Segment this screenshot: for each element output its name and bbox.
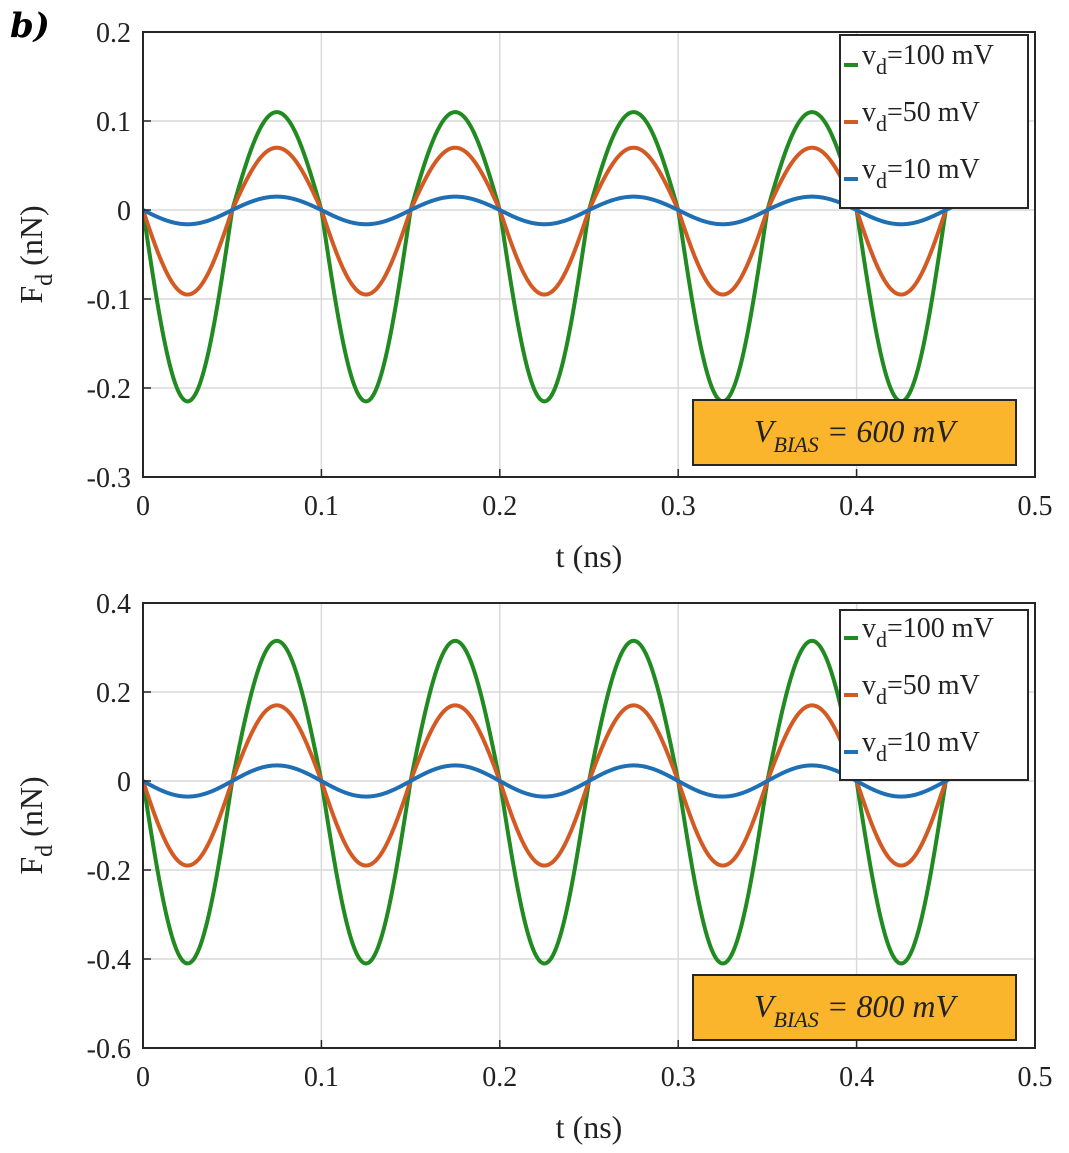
- y-tick-label: -0.1: [87, 285, 131, 316]
- x-tick-label: 0.3: [661, 491, 696, 522]
- bias-annotation-box: [692, 399, 1017, 466]
- x-axis-label: t (ns): [556, 1109, 623, 1145]
- x-tick-label: 0: [136, 1062, 150, 1093]
- x-tick-label: 0.1: [304, 491, 339, 522]
- bias-annotation-text: VBIAS = 800 mV: [754, 988, 958, 1032]
- legend-entry-2: vd=10 mV: [862, 154, 980, 193]
- legend-entry-0: vd=100 mV: [862, 40, 994, 79]
- y-axis-label: Fd (nN): [13, 205, 58, 303]
- x-tick-label: 0.3: [661, 1062, 696, 1093]
- axes-frame: [142, 602, 1036, 1049]
- y-tick-label: -0.2: [87, 856, 131, 887]
- y-tick-label: 0: [117, 196, 131, 227]
- chart-bottom: 0 0.1 0.2 0.3 0.4 0.5 -0.6 -0.4 -0.2 0 0.2 0.4 t (ns…: [13, 589, 1053, 1145]
- x-axis-label: t (ns): [556, 538, 623, 574]
- y-tick-label: -0.3: [87, 463, 131, 494]
- y-tick-label: -0.2: [87, 374, 131, 405]
- x-tick-label: 0.5: [1018, 1062, 1053, 1093]
- panel-label: b): [10, 6, 50, 46]
- legend-box: [839, 609, 1029, 781]
- x-tick-label: 0.4: [839, 1062, 874, 1093]
- series-line-0: [143, 638, 957, 966]
- y-tick-label: 0.2: [96, 18, 131, 49]
- y-tick-label: 0: [117, 767, 131, 798]
- legend-entry-1: vd=50 mV: [862, 670, 980, 709]
- y-tick-label: 0.1: [96, 107, 131, 138]
- y-tick-label: 0.2: [96, 678, 131, 709]
- y-tick-label: -0.4: [87, 945, 131, 976]
- series-line-2: [143, 194, 956, 227]
- x-tick-label: 0: [136, 491, 150, 522]
- legend-entry-1: vd=50 mV: [862, 97, 980, 136]
- x-tick-label: 0.4: [839, 491, 874, 522]
- series-line-2: [143, 763, 956, 799]
- y-tick-label: -0.6: [87, 1034, 131, 1065]
- series-line-1: [143, 145, 957, 297]
- series-line-1: [143, 703, 957, 868]
- legend-entry-0: vd=100 mV: [862, 613, 994, 652]
- x-tick-label: 0.2: [482, 1062, 517, 1093]
- chart-top: 0 0.1 0.2 0.3 0.4 0.5 -0.3 -0.2 -0.1 0 0.1 0.2 t (ns…: [13, 18, 1053, 574]
- x-tick-label: 0.5: [1018, 491, 1053, 522]
- x-tick-label: 0.1: [304, 1062, 339, 1093]
- y-axis-label: Fd (nN): [13, 776, 58, 874]
- bias-annotation-text: VBIAS = 600 mV: [754, 413, 958, 457]
- axes-frame: [142, 31, 1036, 478]
- legend-box: [839, 34, 1029, 209]
- x-tick-label: 0.2: [482, 491, 517, 522]
- bias-annotation-box: [692, 974, 1017, 1041]
- legend-entry-2: vd=10 mV: [862, 727, 980, 766]
- series-line-0: [143, 110, 957, 404]
- y-tick-label: 0.4: [96, 589, 131, 620]
